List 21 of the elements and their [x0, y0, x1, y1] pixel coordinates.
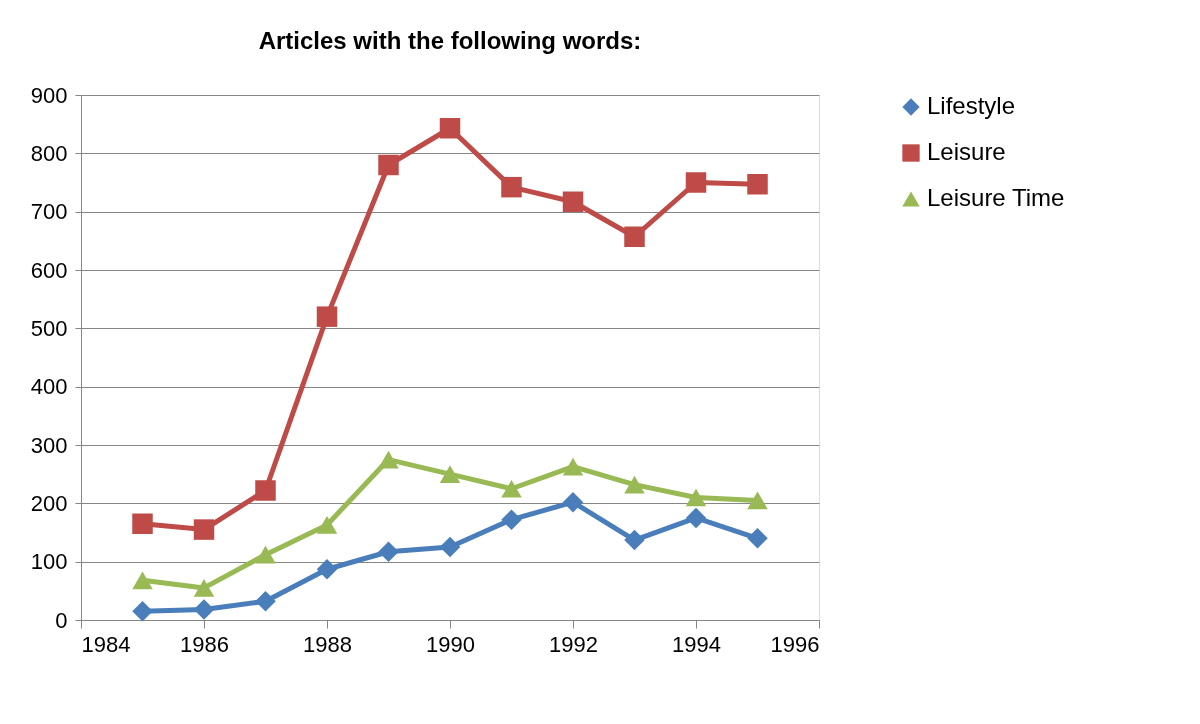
x-tick-label: 1996: [770, 631, 820, 657]
y-tick-label: 800: [30, 140, 68, 166]
x-tick-label: 1990: [426, 631, 475, 657]
legend-label: Lifestyle: [927, 92, 1016, 119]
y-tick-label: 900: [30, 82, 68, 108]
y-tick-label: 400: [30, 374, 68, 400]
legend-label: Leisure Time: [927, 184, 1065, 211]
y-tick-label: 600: [30, 257, 68, 283]
x-tick-label: 1994: [672, 631, 721, 657]
y-tick-label: 200: [30, 490, 68, 516]
y-tick-label: 100: [30, 549, 68, 575]
y-tick-label: 500: [30, 315, 68, 341]
x-tick-label: 1984: [81, 631, 131, 657]
x-tick-label: 1992: [549, 631, 598, 657]
chart-title: Articles with the following words:: [258, 27, 642, 54]
y-tick-label: 700: [30, 199, 68, 225]
legend-label: Leisure: [927, 138, 1006, 165]
x-tick-label: 1988: [303, 631, 352, 657]
x-tick-label: 1986: [180, 631, 229, 657]
y-tick-label: 300: [30, 432, 68, 458]
y-tick-label: 0: [55, 607, 68, 633]
